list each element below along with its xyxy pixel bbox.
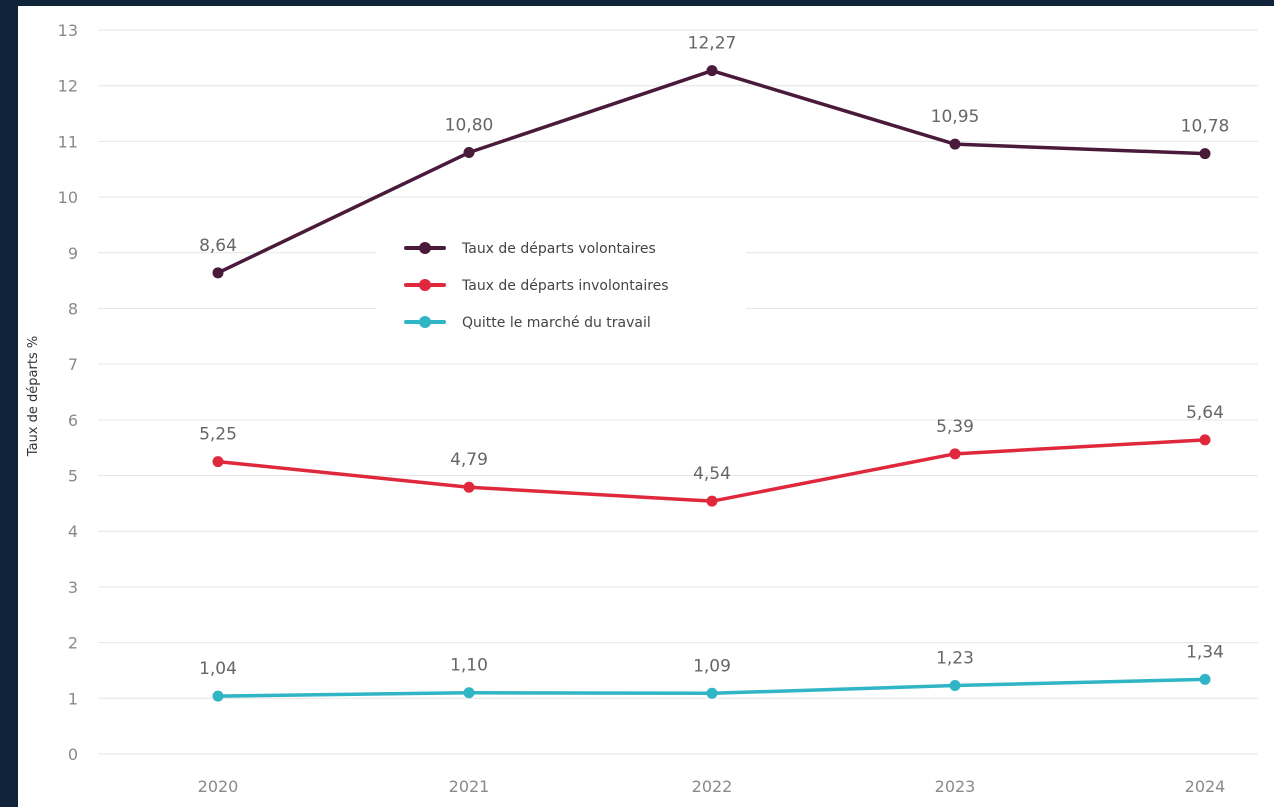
data-point xyxy=(949,138,961,150)
x-tick-label: 2021 xyxy=(449,777,490,796)
data-point xyxy=(463,481,475,493)
data-point xyxy=(463,687,475,699)
chart-panel: 0 1 2 3 4 5 6 7 8 9 10 11 12 13 2020 2021 2022 2023 2024 Ta… xyxy=(18,6,1274,807)
y-tick-label: 13 xyxy=(58,21,78,40)
y-tick-label: 11 xyxy=(58,132,78,151)
data-point xyxy=(463,147,475,159)
legend-label: Taux de départs involontaires xyxy=(461,278,669,294)
y-tick-label: 2 xyxy=(68,634,78,653)
legend-swatch-marker xyxy=(419,279,431,291)
data-point xyxy=(212,456,224,468)
legend-label: Quitte le marché du travail xyxy=(462,315,651,331)
x-tick-label: 2023 xyxy=(935,777,976,796)
y-tick-label: 0 xyxy=(68,745,78,764)
data-label: 8,64 xyxy=(199,236,237,256)
legend-swatch-marker xyxy=(419,316,431,328)
data-point xyxy=(949,679,961,691)
data-point xyxy=(706,687,718,699)
data-label: 1,09 xyxy=(693,656,731,676)
data-label: 5,25 xyxy=(199,425,237,445)
data-label: 5,39 xyxy=(936,417,974,437)
y-axis-label: Taux de départs % xyxy=(26,336,41,457)
x-tick-label: 2024 xyxy=(1185,777,1226,796)
data-point xyxy=(706,495,718,507)
data-label: 10,78 xyxy=(1181,117,1230,137)
data-point xyxy=(212,690,224,702)
data-label: 1,23 xyxy=(936,648,974,668)
data-label: 1,34 xyxy=(1186,642,1224,662)
data-point xyxy=(212,267,224,279)
x-tick-label: 2022 xyxy=(692,777,733,796)
data-point xyxy=(1199,673,1211,685)
y-tick-label: 5 xyxy=(68,467,78,486)
data-label: 4,79 xyxy=(450,450,488,470)
x-tick-label: 2020 xyxy=(198,777,239,796)
y-tick-label: 7 xyxy=(68,355,78,374)
y-tick-label: 10 xyxy=(58,188,78,207)
y-tick-label: 12 xyxy=(58,77,78,96)
data-point xyxy=(1199,148,1211,160)
legend-swatch-marker xyxy=(419,242,431,254)
y-tick-label: 6 xyxy=(68,411,78,430)
data-label: 12,27 xyxy=(688,34,737,54)
data-label: 5,64 xyxy=(1186,403,1224,423)
y-tick-label: 3 xyxy=(68,578,78,597)
data-label: 4,54 xyxy=(693,464,731,484)
y-tick-label: 4 xyxy=(68,522,78,541)
legend-label: Taux de départs volontaires xyxy=(461,241,656,257)
data-label: 10,80 xyxy=(445,116,494,136)
y-tick-label: 8 xyxy=(68,299,78,318)
y-tick-label: 9 xyxy=(68,244,78,263)
data-point xyxy=(949,448,961,460)
y-tick-label: 1 xyxy=(68,689,78,708)
data-label: 1,10 xyxy=(450,656,488,676)
data-point xyxy=(1199,434,1211,446)
data-label: 10,95 xyxy=(931,107,980,127)
data-label: 1,04 xyxy=(199,659,237,679)
data-point xyxy=(706,65,718,77)
